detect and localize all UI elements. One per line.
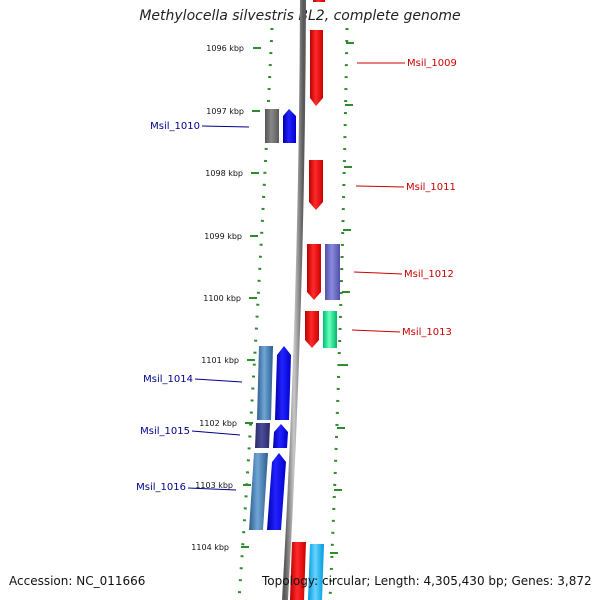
gene-msil-1013a (305, 311, 319, 348)
tick-label-1102: 1102 kbp (199, 419, 237, 428)
gene-msil-1015 (273, 424, 288, 448)
gene-msil-1011 (309, 160, 323, 210)
reverse-strand-genes (290, 0, 340, 600)
tick-label-1096: 1096 kbp (206, 44, 244, 53)
gene-bottom-red (290, 542, 306, 600)
tick-label-1103: 1103 kbp (195, 481, 233, 490)
accession-text: Accession: NC_011666 (9, 574, 146, 588)
label-msil-1011: Msil_1011 (406, 182, 456, 193)
gene-msil-1009-body (310, 30, 323, 106)
label-msil-1013: Msil_1013 (402, 327, 452, 338)
topology-text: Topology: circular; Length: 4,305,430 bp… (262, 574, 592, 588)
label-msil-1015: Msil_1015 (140, 426, 190, 437)
tick-label-1097: 1097 kbp (206, 107, 244, 116)
label-msil-1009: Msil_1009 (407, 58, 457, 69)
gene-bottom-cyan (308, 544, 324, 600)
gene-labels-right: Msil_1009 Msil_1011 Msil_1012 Msil_1013 (402, 58, 457, 338)
major-ticks (241, 42, 354, 554)
gene-msil-1016-steel (249, 453, 268, 530)
gene-msil-1010-gray (265, 109, 279, 143)
leader-lines-right (351, 62, 405, 333)
label-msil-1012: Msil_1012 (404, 269, 454, 280)
label-msil-1014: Msil_1014 (143, 374, 193, 385)
gene-msil-1010 (283, 109, 296, 143)
gene-labels-left: Msil_1010 Msil_1014 Msil_1015 Msil_1016 (136, 121, 200, 493)
gene-msil-1009 (313, 0, 325, 2)
tick-label-1099: 1099 kbp (204, 232, 242, 241)
tick-label-1100: 1100 kbp (203, 294, 241, 303)
gene-msil-1012a (307, 244, 321, 300)
forward-strand-genes (249, 109, 296, 530)
tick-label-1101: 1101 kbp (201, 356, 239, 365)
axis-tick-labels: 1096 kbp 1097 kbp 1098 kbp 1099 kbp 1100… (191, 44, 244, 552)
gene-msil-1012b (325, 244, 340, 300)
gene-msil-1015-indigo (255, 423, 270, 448)
leader-lines-left (187, 125, 250, 491)
genome-backbone (282, 0, 306, 600)
label-msil-1010: Msil_1010 (150, 121, 200, 132)
gene-msil-1013b (323, 311, 337, 348)
gene-msil-1014 (275, 346, 291, 420)
tick-label-1104: 1104 kbp (191, 543, 229, 552)
gene-msil-1016 (267, 453, 286, 530)
gene-msil-1014-steel (257, 346, 273, 420)
label-msil-1016: Msil_1016 (136, 482, 186, 493)
tick-label-1098: 1098 kbp (205, 169, 243, 178)
